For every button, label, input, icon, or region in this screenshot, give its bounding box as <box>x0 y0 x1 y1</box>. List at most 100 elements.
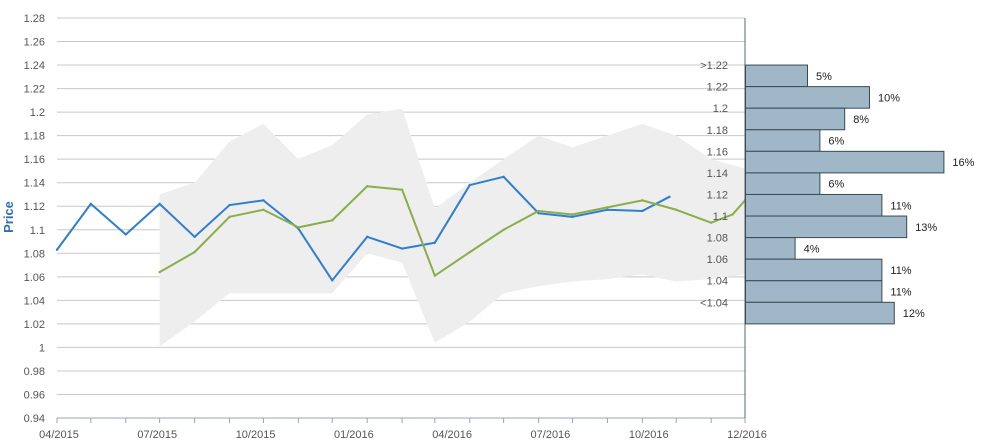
distribution-value-label: 11% <box>890 200 911 212</box>
distribution-value-label: 13% <box>915 222 937 234</box>
x-tick-label: 10/2015 <box>236 429 276 441</box>
forecast-point <box>193 250 196 254</box>
distribution-bar <box>745 129 821 152</box>
y-tick-label: 0.98 <box>24 366 45 378</box>
distribution-bar <box>745 193 883 217</box>
distribution-category-label: 1.2 <box>713 103 728 115</box>
distribution-value-label: 6% <box>828 179 844 191</box>
distribution-bar <box>745 172 821 195</box>
distribution-bar <box>745 301 895 325</box>
x-tick-label: 10/2016 <box>629 429 669 441</box>
forecast-point <box>400 188 404 191</box>
y-tick-label: 0.94 <box>24 413 45 425</box>
forecast-point <box>228 215 231 219</box>
x-tick-label: 04/2016 <box>432 429 472 441</box>
forecast-point <box>571 213 574 216</box>
distribution-category-label: 1.22 <box>707 82 728 94</box>
actual-point <box>365 235 369 239</box>
distribution-value-label: 8% <box>853 114 869 126</box>
y-tick-label: 1 <box>39 342 45 354</box>
distribution-category-label: 1.18 <box>707 125 728 137</box>
x-tick-label: 04/2015 <box>39 429 79 441</box>
distribution-value-label: 11% <box>890 265 911 277</box>
forecast-point <box>262 208 265 211</box>
distribution-category-label: 1.1 <box>713 211 728 223</box>
y-tick-label: 1.04 <box>24 295 45 307</box>
distribution-value-label: 5% <box>816 71 832 83</box>
x-tick-label: 12/2016 <box>727 429 767 441</box>
distribution-bars: >1.22 5% 1.22 10% 1.2 8% 1.18 6% 1.16 16% 1.14 6% 1.… <box>700 60 975 325</box>
distribution-value-label: 16% <box>952 157 974 169</box>
y-tick-label: 1.16 <box>24 154 45 166</box>
distribution-category-label: <1.04 <box>700 297 728 309</box>
y-tick-label: 1.14 <box>24 178 45 190</box>
distribution-value-label: 6% <box>828 136 844 148</box>
distribution-value-label: 4% <box>804 243 820 255</box>
distribution-value-label: 10% <box>878 92 900 104</box>
distribution-category-label: >1.22 <box>700 60 728 72</box>
distribution-value-label: 11% <box>890 287 911 299</box>
distribution-category-label: 1.06 <box>707 254 728 266</box>
distribution-category-label: 1.16 <box>707 146 728 158</box>
forecast-point <box>297 226 300 229</box>
y-tick-label: 1.26 <box>24 37 45 49</box>
distribution-bar <box>745 86 870 109</box>
distribution-bar <box>745 280 883 303</box>
actual-point <box>262 199 265 202</box>
actual-point <box>668 195 671 199</box>
forecast-point <box>158 270 161 274</box>
y-tick-label: 1.08 <box>24 248 45 260</box>
distribution-category-label: 1.14 <box>707 168 728 180</box>
actual-point <box>571 215 574 219</box>
x-tick-label: 01/2016 <box>334 429 374 441</box>
confidence-band <box>159 108 746 347</box>
actual-point <box>502 175 505 179</box>
y-axis-label: Price <box>1 201 16 233</box>
forecast-point <box>502 228 505 231</box>
actual-point <box>89 202 93 206</box>
actual-point <box>537 212 540 215</box>
actual-point <box>55 248 59 251</box>
distribution-bar <box>745 215 908 239</box>
y-tick-label: 1.12 <box>24 201 45 213</box>
y-tick-label: 1.18 <box>24 131 45 143</box>
forecast-point <box>675 208 678 211</box>
forecast-point <box>641 199 644 202</box>
distribution-bar <box>745 258 883 282</box>
distribution-bar <box>745 107 846 131</box>
distribution-category-label: 1.04 <box>707 276 728 288</box>
actual-point <box>606 208 609 211</box>
distribution-bar <box>745 64 808 88</box>
forecast-point <box>433 274 437 277</box>
y-tick-label: 1.22 <box>24 84 45 96</box>
band-area <box>159 108 746 347</box>
y-tick-label: 1.24 <box>24 60 45 72</box>
y-tick-label: 1.28 <box>24 13 45 25</box>
actual-point <box>228 203 231 207</box>
forecast-point <box>731 213 734 216</box>
forecast-point <box>709 221 713 224</box>
forecast-point <box>537 209 540 213</box>
series-lines <box>55 175 747 282</box>
actual-point <box>158 202 161 206</box>
forecast-point <box>331 219 334 222</box>
y-tick-label: 0.96 <box>24 389 45 401</box>
distribution-bar <box>745 237 796 260</box>
actual-point <box>124 233 128 236</box>
y-tick-label: 1.2 <box>30 107 45 119</box>
actual-point <box>641 209 644 213</box>
distribution-category-label: 1.12 <box>707 189 728 201</box>
actual-point <box>331 279 334 282</box>
actual-point <box>193 235 196 239</box>
actual-point <box>468 183 471 187</box>
actual-point <box>400 247 404 250</box>
x-tick-label: 07/2015 <box>137 429 177 441</box>
forecast-point <box>468 250 471 254</box>
distribution-bar <box>745 150 945 174</box>
x-tick-label: 07/2016 <box>531 429 571 441</box>
actual-point <box>433 241 437 244</box>
y-tick-label: 1.1 <box>30 225 45 237</box>
y-tick-label: 1.06 <box>24 272 45 284</box>
distribution-value-label: 12% <box>903 308 925 320</box>
y-tick-label: 1.02 <box>24 319 45 331</box>
